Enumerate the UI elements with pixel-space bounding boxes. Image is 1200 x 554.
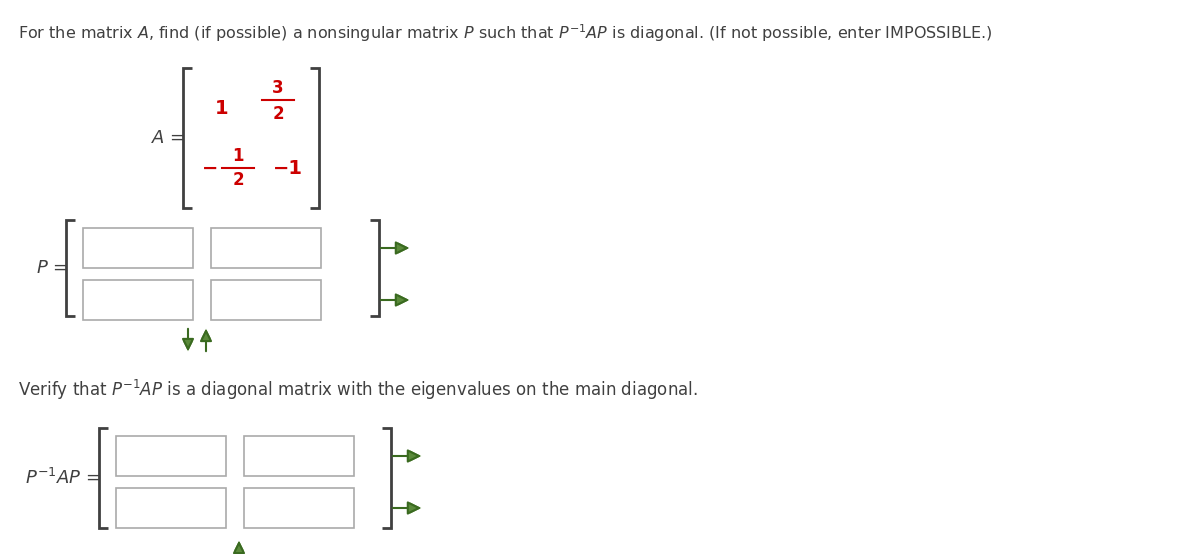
Text: 2: 2	[272, 105, 284, 123]
Text: 1: 1	[215, 99, 229, 117]
Text: $A$ =: $A$ =	[151, 129, 185, 147]
Text: 2: 2	[232, 171, 244, 189]
Text: −: −	[202, 158, 218, 177]
FancyBboxPatch shape	[211, 280, 322, 320]
FancyBboxPatch shape	[83, 228, 193, 268]
Text: For the matrix $A$, find (if possible) a nonsingular matrix $P$ such that $P^{-1: For the matrix $A$, find (if possible) a…	[18, 22, 992, 44]
FancyBboxPatch shape	[244, 488, 354, 528]
FancyBboxPatch shape	[83, 280, 193, 320]
Text: 1: 1	[233, 147, 244, 165]
FancyBboxPatch shape	[116, 436, 226, 476]
Text: $P^{-1}AP$ =: $P^{-1}AP$ =	[25, 468, 100, 488]
FancyBboxPatch shape	[244, 436, 354, 476]
Text: $P$ =: $P$ =	[36, 259, 68, 277]
FancyBboxPatch shape	[116, 488, 226, 528]
FancyBboxPatch shape	[211, 228, 322, 268]
Text: Verify that $P^{-1}AP$ is a diagonal matrix with the eigenvalues on the main dia: Verify that $P^{-1}AP$ is a diagonal mat…	[18, 378, 698, 402]
Text: −1: −1	[274, 158, 302, 177]
Text: 3: 3	[272, 79, 284, 97]
